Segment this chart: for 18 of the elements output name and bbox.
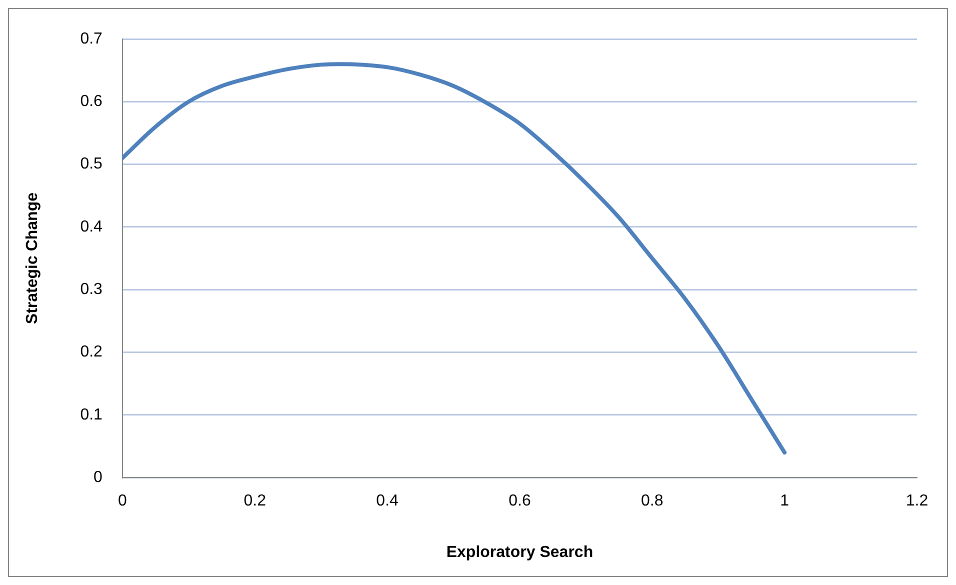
x-tick-label: 0.4	[376, 492, 399, 510]
x-tick-label: 1.2	[906, 492, 928, 510]
x-tick-label: 0.2	[244, 492, 266, 510]
y-tick-label: 0	[94, 469, 103, 486]
y-axis-title: Strategic Change	[24, 192, 42, 324]
y-tick-label: 0.1	[80, 406, 103, 424]
line-series	[122, 62, 787, 455]
y-tick-label: 0.3	[80, 281, 103, 298]
y-tick-label: 0.4	[80, 218, 103, 236]
y-tick-label: 0.7	[80, 30, 103, 48]
y-tick-label: 0.6	[80, 93, 103, 110]
x-tick-label: 0	[118, 492, 127, 510]
x-axis-title: Exploratory Search	[446, 544, 594, 561]
x-tick-label: 1	[780, 492, 790, 510]
x-tick-label: 0.6	[508, 492, 531, 510]
x-tick-label: 0.8	[641, 492, 664, 510]
y-tick-label: 0.5	[80, 156, 103, 173]
y-tick-label: 0.2	[80, 344, 103, 361]
